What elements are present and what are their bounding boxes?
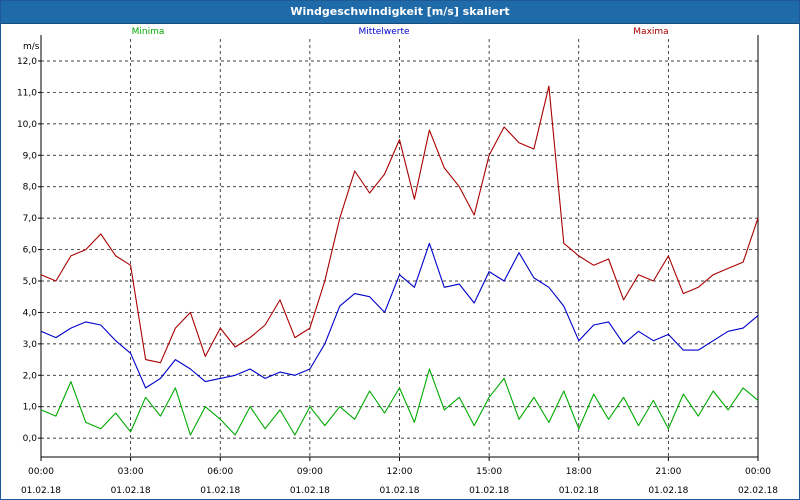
y-tick-label: 5,0: [23, 277, 38, 287]
legend: Minima Mittelwerte Maxima: [132, 27, 669, 37]
y-tick-label: 1,0: [23, 403, 38, 413]
x-tick-time-label: 12:00: [387, 467, 413, 477]
x-tick-labels: 00:00 01.02.18 03:00 01.02.18 06:00 01.02.18 0…: [21, 467, 778, 496]
y-tick-label: 6,0: [23, 246, 38, 256]
legend-label-maxima: Maxima: [633, 27, 668, 37]
y-tick-label: 7,0: [23, 214, 38, 224]
y-tick-label: 10,0: [17, 120, 37, 130]
x-tick-date-label: 01.02.18: [200, 486, 240, 496]
y-axis-unit-label: m/s: [23, 42, 40, 52]
y-tick-labels: 0,0 1,0 2,0 3,0 4,0 5,0 6,0 7,0 8,0 9,0 10,0 11,0 12…: [17, 57, 37, 444]
series-line-minima: [40, 368, 759, 436]
grid: [41, 39, 758, 457]
x-tick-time-label: 09:00: [297, 467, 323, 477]
y-tick-label: 4,0: [23, 308, 38, 318]
x-tick-time-label: 15:00: [476, 467, 502, 477]
x-tick-date-label: 01.02.18: [21, 486, 61, 496]
x-tick-date-label: 01.02.18: [648, 486, 688, 496]
wind-speed-chart: 0,0 1,0 2,0 3,0 4,0 5,0 6,0 7,0 8,0 9,0 10,0 11,0 12…: [17, 27, 778, 496]
legend-label-mittelwerte: Mittelwerte: [358, 27, 409, 37]
x-tick-date-label: 01.02.18: [290, 486, 330, 496]
y-tick-label: 11,0: [17, 88, 37, 98]
series-line-mittelwerte: [40, 242, 759, 389]
series-lines: [40, 85, 759, 436]
x-tick-time-label: 06:00: [207, 467, 233, 477]
x-tick-time-label: 03:00: [118, 467, 144, 477]
x-tick-date-label: 01.02.18: [111, 486, 151, 496]
axes: [38, 35, 759, 461]
y-tick-label: 8,0: [23, 183, 38, 193]
x-tick-time-label: 00:00: [28, 467, 54, 477]
y-tick-label: 3,0: [23, 340, 38, 350]
x-tick-time-label: 00:00: [745, 467, 771, 477]
x-tick-time-label: 21:00: [655, 467, 681, 477]
series-line-maxima: [40, 85, 759, 364]
x-tick-date-label: 01.02.18: [469, 486, 509, 496]
window-title: Windgeschwindigkeit [m/s] skaliert: [1, 1, 799, 24]
x-tick-date-label: 02.02.18: [738, 486, 778, 496]
y-tick-label: 12,0: [17, 57, 37, 67]
y-tick-label: 9,0: [23, 151, 38, 161]
y-tick-label: 0,0: [23, 434, 38, 444]
legend-label-minima: Minima: [132, 27, 165, 37]
x-tick-date-label: 01.02.18: [379, 486, 419, 496]
x-tick-time-label: 18:00: [566, 467, 592, 477]
y-tick-label: 2,0: [23, 371, 38, 381]
x-tick-date-label: 01.02.18: [559, 486, 599, 496]
